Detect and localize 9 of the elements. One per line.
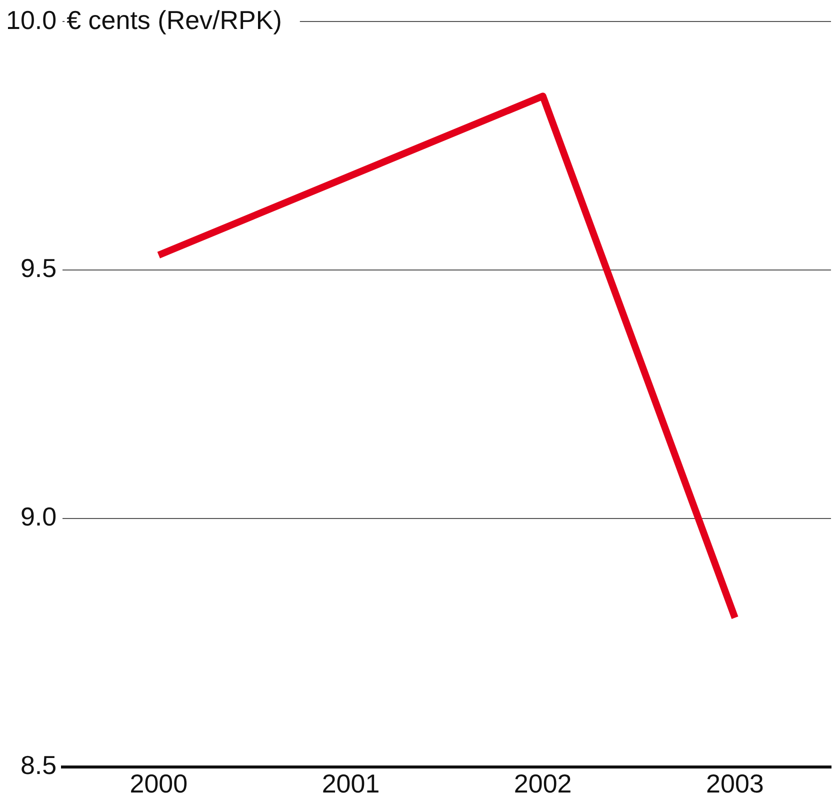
x-tick-label: 2001 [322,768,380,799]
y-tick-label: 9.5 [20,253,57,284]
x-tick-label: 2003 [706,768,764,799]
y-axis-title: € cents (Rev/RPK) [66,4,282,35]
x-tick-label: 2000 [130,768,188,799]
y-tick-label: 10.0 [6,4,57,35]
y-tick-label: 8.5 [20,750,57,780]
x-tick-label: 2002 [514,768,572,799]
y-tick-label: 9.0 [20,502,57,532]
